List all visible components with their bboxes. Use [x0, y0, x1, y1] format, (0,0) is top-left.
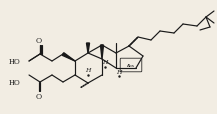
Text: O: O: [36, 92, 42, 100]
Text: HO: HO: [8, 78, 20, 86]
Text: H: H: [85, 68, 91, 73]
Text: HO: HO: [8, 57, 20, 65]
Text: O: O: [36, 37, 42, 45]
Text: Abs: Abs: [127, 63, 135, 67]
Polygon shape: [100, 46, 104, 60]
Text: H: H: [102, 60, 108, 65]
FancyBboxPatch shape: [120, 59, 142, 72]
Polygon shape: [62, 53, 75, 61]
Polygon shape: [87, 44, 89, 54]
Text: H: H: [116, 69, 122, 74]
